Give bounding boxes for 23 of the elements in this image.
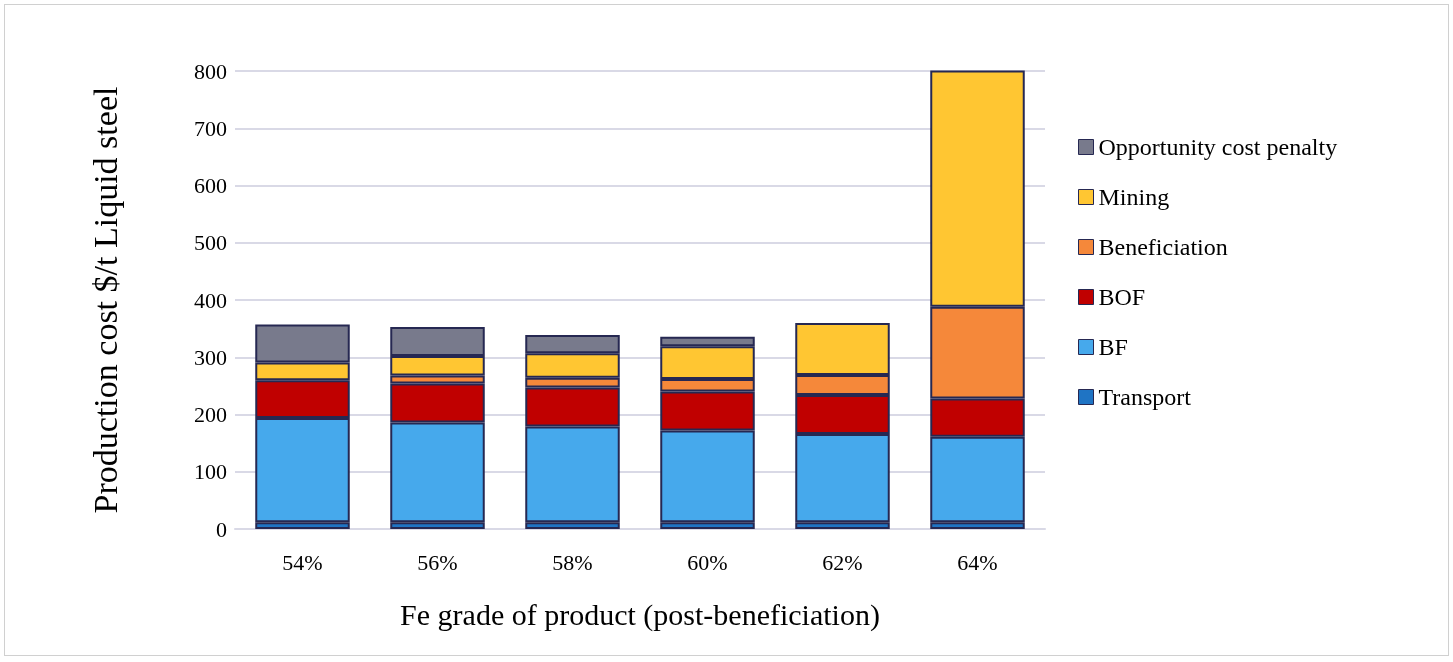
y-tick-label: 200 — [194, 402, 227, 427]
legend-label: Transport — [1098, 384, 1192, 410]
x-tick-label: 56% — [417, 549, 458, 575]
x-tick-label: 62% — [822, 549, 863, 575]
y-tick-label: 100 — [194, 459, 227, 485]
x-axis-title: Fe grade of product (post-beneficiation) — [400, 597, 880, 632]
x-tick-label: 54% — [282, 549, 323, 575]
x-tick-label: 58% — [552, 549, 593, 575]
legend-label: Opportunity cost penalty — [1098, 134, 1338, 160]
y-tick-label: 0 — [216, 516, 227, 542]
legend-label: BOF — [1098, 284, 1146, 310]
y-tick-label: 500 — [194, 230, 227, 256]
x-tick-label: 60% — [687, 549, 728, 575]
y-tick-label: 700 — [194, 115, 227, 141]
x-tick-label: 64% — [957, 549, 998, 575]
y-tick-label: 800 — [194, 58, 227, 84]
y-tick-label: 400 — [194, 287, 227, 313]
y-tick-label: 300 — [194, 344, 227, 370]
y-axis-title: Production cost $/t Liquid steel — [86, 86, 124, 514]
y-tick-label: 600 — [194, 173, 227, 198]
legend-label: BF — [1098, 334, 1128, 360]
legend-label: Mining — [1098, 184, 1170, 210]
legend-label: Beneficiation — [1098, 234, 1228, 260]
